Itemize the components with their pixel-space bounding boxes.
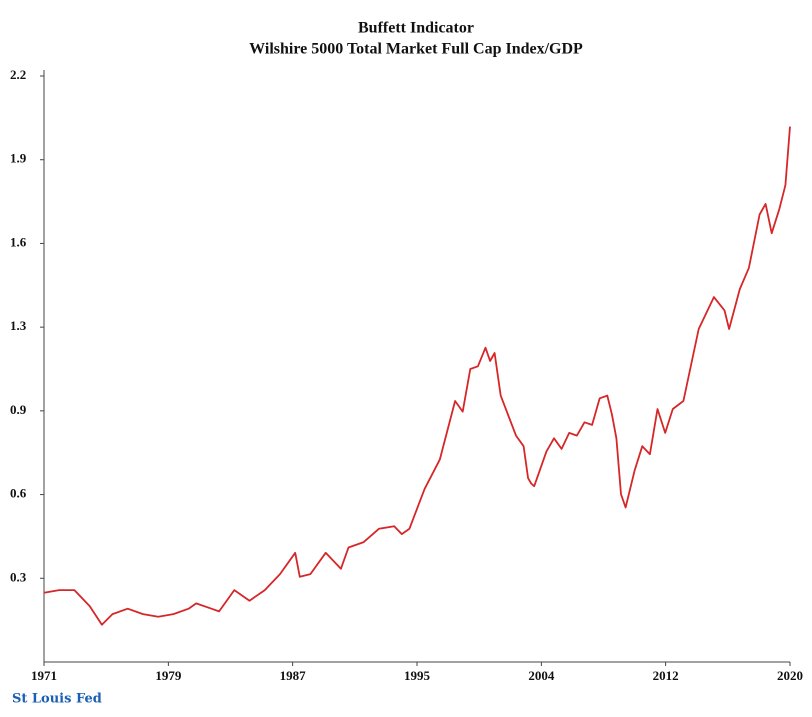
- y-tick-label: 1.3: [10, 318, 27, 333]
- chart-subtitle: Wilshire 5000 Total Market Full Cap Inde…: [249, 41, 583, 58]
- x-tick-label: 2012: [653, 668, 679, 683]
- source: St Louis Fed: [12, 692, 102, 707]
- x-tick-label: 2004: [528, 668, 555, 683]
- y-tick-label: 0.6: [10, 486, 27, 501]
- y-tick-label: 0.9: [10, 402, 27, 417]
- y-tick-label: 2.2: [10, 67, 26, 82]
- x-tick-label: 1979: [155, 668, 182, 683]
- data-line: [43, 126, 791, 626]
- y-tick-label: 1.9: [10, 151, 27, 166]
- x-tick-label: 1995: [404, 668, 431, 683]
- chart-title: Buffett Indicator: [358, 20, 474, 37]
- x-tick-label: 2020: [777, 668, 803, 683]
- x-tick-label: 1971: [31, 668, 57, 683]
- y-tick-label: 1.6: [10, 234, 27, 249]
- x-tick-label: 1987: [280, 668, 307, 683]
- y-tick-label: 0.3: [10, 569, 27, 584]
